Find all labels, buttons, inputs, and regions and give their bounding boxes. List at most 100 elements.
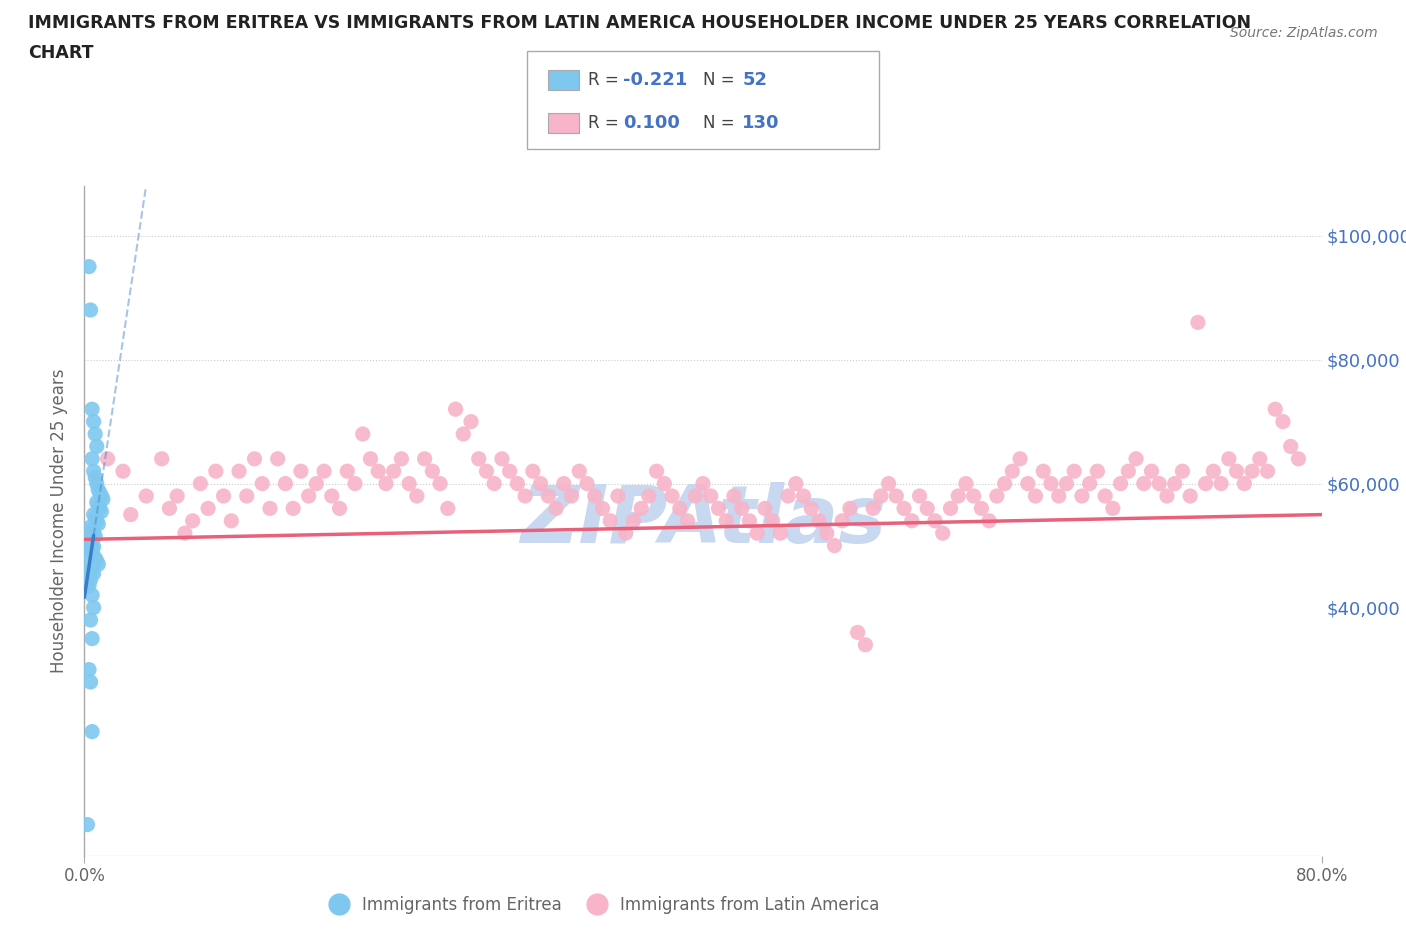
Text: 130: 130 (742, 113, 780, 132)
Text: CHART: CHART (28, 44, 94, 61)
Point (398, 476, 420, 491)
Point (1279, 439, 1302, 454)
Point (484, 476, 506, 491)
Point (568, 464, 591, 479)
Point (212, 488, 235, 503)
Point (77, 569, 100, 584)
Point (91, 492, 114, 507)
Point (83, 566, 105, 581)
Text: IMMIGRANTS FROM ERITREA VS IMMIGRANTS FROM LATIN AMERICA HOUSEHOLDER INCOME UNDE: IMMIGRANTS FROM ERITREA VS IMMIGRANTS FR… (28, 14, 1251, 32)
Point (939, 501, 962, 516)
Point (1133, 476, 1156, 491)
Point (159, 501, 181, 516)
Point (1288, 451, 1310, 466)
Point (283, 501, 305, 516)
Text: N =: N = (703, 71, 740, 89)
Point (87, 498, 110, 512)
Point (82, 544, 104, 559)
Point (862, 501, 884, 516)
Point (1218, 451, 1240, 466)
Text: Source: ZipAtlas.com: Source: ZipAtlas.com (1230, 26, 1378, 40)
Point (468, 451, 491, 466)
Point (955, 476, 977, 491)
Point (84, 470, 107, 485)
Point (1187, 315, 1209, 330)
Point (76, 817, 98, 832)
Point (700, 488, 723, 503)
Point (86, 553, 108, 568)
Point (82, 563, 104, 578)
Point (77, 532, 100, 547)
Point (908, 488, 931, 503)
Point (1140, 464, 1163, 479)
Point (846, 625, 869, 640)
Point (79, 674, 101, 689)
Point (86, 513, 108, 528)
Text: 52: 52 (742, 71, 768, 89)
Point (236, 488, 259, 503)
Point (79, 572, 101, 587)
Point (1211, 476, 1233, 491)
Point (917, 501, 939, 516)
Point (1241, 464, 1264, 479)
Point (561, 488, 583, 503)
Legend: Immigrants from Eritrea, Immigrants from Latin America: Immigrants from Eritrea, Immigrants from… (322, 889, 886, 921)
Point (413, 451, 436, 466)
Point (305, 476, 328, 491)
Point (592, 501, 614, 516)
Point (707, 501, 730, 516)
Point (1195, 476, 1218, 491)
Point (453, 427, 475, 442)
Point (1180, 488, 1202, 503)
Point (576, 476, 599, 491)
Point (329, 501, 352, 516)
Point (1001, 464, 1024, 479)
Point (583, 488, 606, 503)
Point (97, 451, 120, 466)
Point (1102, 501, 1125, 516)
Point (522, 464, 544, 479)
Point (932, 525, 955, 540)
Point (84, 511, 107, 525)
Point (181, 513, 204, 528)
Point (499, 464, 522, 479)
Point (1249, 451, 1271, 466)
Point (778, 488, 800, 503)
Point (188, 476, 212, 491)
Point (76, 576, 98, 591)
Point (1272, 414, 1295, 429)
Point (963, 488, 986, 503)
Point (1264, 402, 1286, 417)
Point (228, 464, 250, 479)
Text: R =: R = (588, 71, 624, 89)
Point (738, 513, 761, 528)
Point (654, 476, 676, 491)
Point (429, 476, 451, 491)
Point (893, 501, 915, 516)
Point (800, 501, 823, 516)
Point (120, 507, 142, 522)
Point (79, 541, 101, 556)
Point (83, 539, 105, 554)
Point (638, 488, 661, 503)
Point (83, 464, 105, 479)
Point (1156, 488, 1178, 503)
Point (1226, 464, 1249, 479)
Point (197, 501, 219, 516)
Point (1233, 476, 1256, 491)
Point (360, 451, 382, 466)
Point (855, 637, 877, 652)
Y-axis label: Householder Income Under 25 years: Householder Income Under 25 years (51, 368, 69, 673)
Point (77, 662, 100, 677)
Point (1025, 488, 1047, 503)
Point (274, 476, 297, 491)
Point (754, 501, 776, 516)
Point (537, 488, 560, 503)
Text: ZIPAtlas: ZIPAtlas (520, 482, 886, 560)
Point (166, 488, 188, 503)
Point (83, 525, 105, 540)
Point (886, 488, 908, 503)
Point (676, 513, 699, 528)
Point (1257, 464, 1279, 479)
Point (84, 529, 107, 544)
